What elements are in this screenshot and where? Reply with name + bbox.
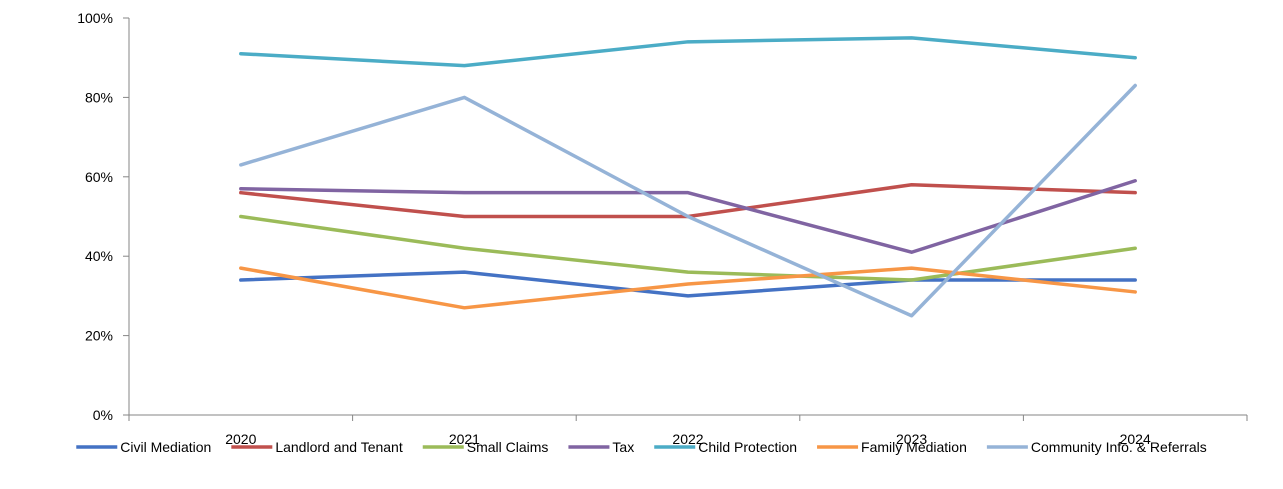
- series-line-2: [239, 214, 1137, 282]
- series-line-6: [239, 83, 1137, 318]
- series-line-0: [239, 270, 1137, 298]
- x-tick-label: 2021: [449, 431, 480, 447]
- y-tick-label: 80%: [85, 89, 113, 105]
- y-tick-label: 60%: [85, 169, 113, 185]
- x-tick-label: 2022: [672, 431, 703, 447]
- legend-label: Landlord and Tenant: [275, 439, 403, 455]
- legend-item: Civil Mediation: [76, 439, 211, 455]
- y-tick-label: 40%: [85, 248, 113, 264]
- series-line-5: [239, 266, 1137, 310]
- legend-item: Family Mediation: [817, 439, 967, 455]
- legend-label: Family Mediation: [861, 439, 967, 455]
- y-tick-label: 100%: [77, 10, 113, 26]
- legend: Civil Mediation Landlord and Tenant Small …: [76, 439, 1207, 455]
- legend-item: Landlord and Tenant: [231, 439, 403, 455]
- y-tick-label: 0%: [93, 407, 113, 423]
- series-lines: [239, 36, 1137, 318]
- legend-label: Small Claims: [467, 439, 549, 455]
- legend-item: Community Info. & Referrals: [986, 439, 1207, 455]
- legend-label: Child Protection: [698, 439, 797, 455]
- x-tick-label: 2023: [896, 431, 927, 447]
- legend-label: Civil Mediation: [120, 439, 211, 455]
- legend-label: Tax: [612, 439, 634, 455]
- legend-label: Community Info. & Referrals: [1031, 439, 1207, 455]
- x-tick-label: 2020: [225, 431, 256, 447]
- y-tick-label: 20%: [85, 328, 113, 344]
- legend-item: Tax: [568, 439, 634, 455]
- axes: 0% 20% 40% 60% 80% 100% 2020 2021 2022 2023 2024: [77, 10, 1248, 447]
- series-line-3: [239, 179, 1137, 254]
- x-tick-label: 2024: [1120, 431, 1151, 447]
- legend-item: Small Claims: [422, 439, 549, 455]
- legend-item: Child Protection: [654, 439, 797, 455]
- series-line-4: [239, 36, 1137, 68]
